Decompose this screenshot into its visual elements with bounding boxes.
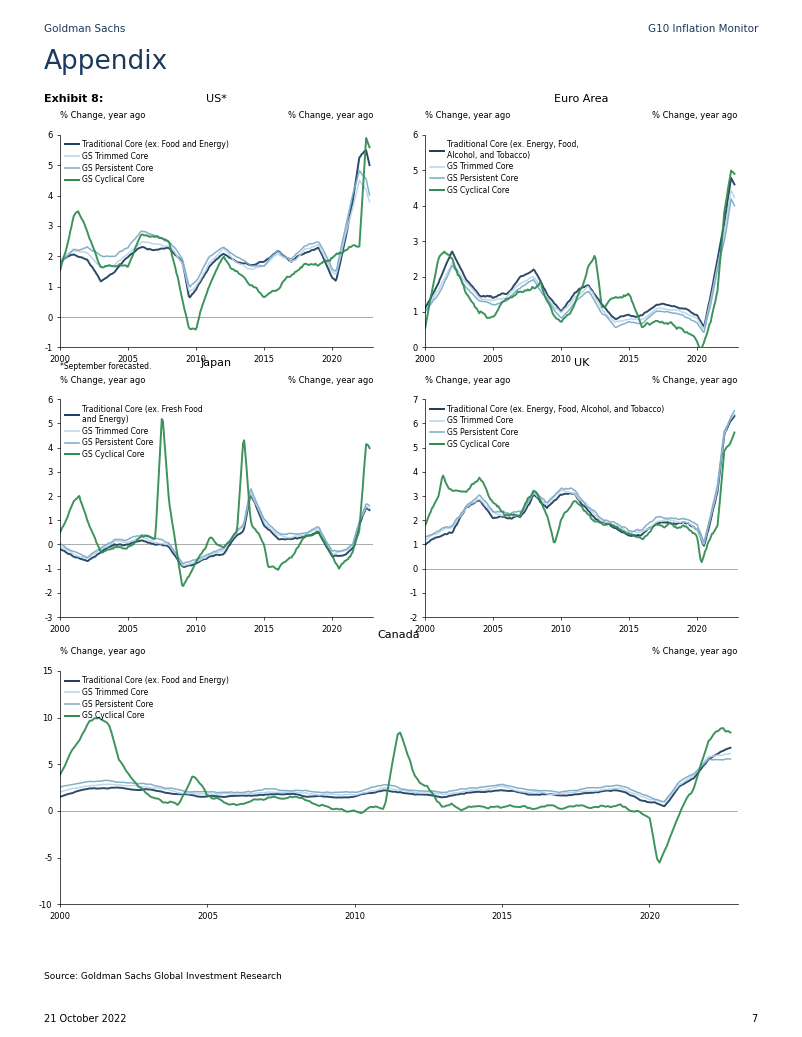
Text: Appendix: Appendix [44,49,168,75]
Text: % Change, year ago: % Change, year ago [288,375,373,385]
Text: 21 October 2022: 21 October 2022 [44,1014,127,1025]
Text: Japan: Japan [201,358,232,368]
Legend: Traditional Core (ex. Energy, Food,
Alcohol, and Tobacco), GS Trimmed Core, GS P: Traditional Core (ex. Energy, Food, Alco… [429,139,581,196]
Text: Euro Area: Euro Area [554,93,609,104]
Text: % Change, year ago: % Change, year ago [653,111,738,120]
Legend: Traditional Core (ex. Fresh Food
and Energy), GS Trimmed Core, GS Persistent Cor: Traditional Core (ex. Fresh Food and Ene… [64,403,205,460]
Text: % Change, year ago: % Change, year ago [425,111,510,120]
Text: US*: US* [206,93,227,104]
Legend: Traditional Core (ex. Food and Energy), GS Trimmed Core, GS Persistent Core, GS : Traditional Core (ex. Food and Energy), … [64,139,231,186]
Text: % Change, year ago: % Change, year ago [653,375,738,385]
Text: 7: 7 [751,1014,758,1025]
Text: % Change, year ago: % Change, year ago [288,111,373,120]
Legend: Traditional Core (ex. Food and Energy), GS Trimmed Core, GS Persistent Core, GS : Traditional Core (ex. Food and Energy), … [64,675,231,722]
Text: Goldman Sachs: Goldman Sachs [44,24,125,34]
Text: % Change, year ago: % Change, year ago [653,647,738,656]
Text: Exhibit 8:: Exhibit 8: [44,94,103,105]
Text: Underlying Inflation Measures: Underlying Inflation Measures [323,103,479,112]
Text: Canada: Canada [378,629,420,640]
Text: % Change, year ago: % Change, year ago [60,647,145,656]
Text: *September forecasted.: *September forecasted. [60,362,152,371]
Legend: Traditional Core (ex. Energy, Food, Alcohol, and Tobacco), GS Trimmed Core, GS P: Traditional Core (ex. Energy, Food, Alco… [429,403,666,450]
Text: G10 Inflation Monitor: G10 Inflation Monitor [647,24,758,34]
Text: UK: UK [573,358,589,368]
Text: % Change, year ago: % Change, year ago [60,111,145,120]
Text: % Change, year ago: % Change, year ago [60,375,145,385]
Text: % Change, year ago: % Change, year ago [425,375,510,385]
Text: Source: Goldman Sachs Global Investment Research: Source: Goldman Sachs Global Investment … [44,972,282,981]
